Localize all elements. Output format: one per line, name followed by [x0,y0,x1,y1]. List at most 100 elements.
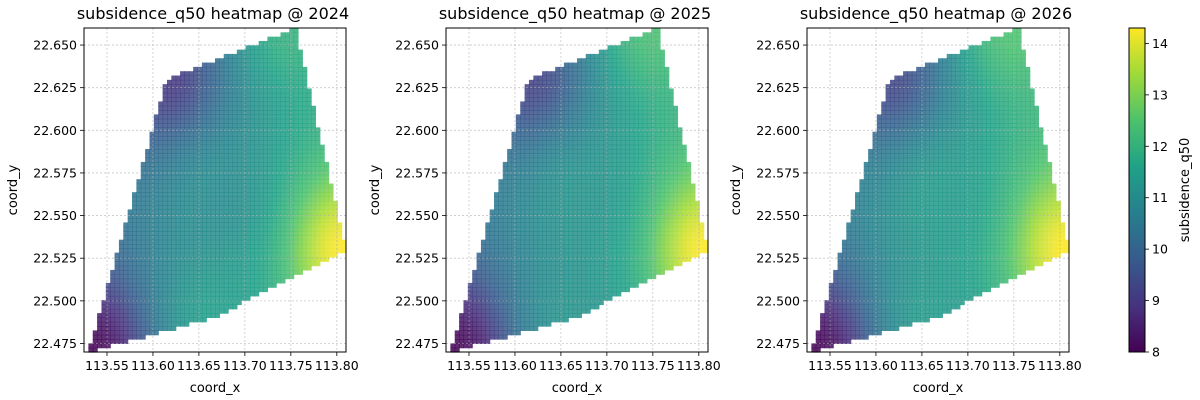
heatmap-cell [537,308,543,314]
heatmap-cell [494,308,499,314]
heatmap-cell [498,291,504,297]
heatmap-cell [236,252,242,258]
heatmap-cell [184,148,190,154]
heatmap-cell [228,222,234,228]
heatmap-cell [210,269,216,275]
heatmap-cell [271,140,277,146]
heatmap-cell [542,269,548,275]
heatmap-cell [659,97,665,103]
heatmap-cell [258,248,264,254]
heatmap-cell [520,321,526,327]
heatmap-cell [467,295,473,301]
heatmap-cell [520,127,526,133]
heatmap-cell [245,88,251,94]
heatmap-cell [136,287,142,293]
heatmap-cell [184,317,190,323]
heatmap-cell [568,300,574,306]
heatmap-cell [289,239,295,245]
heatmap-cell [651,105,657,111]
heatmap-cell [276,136,282,141]
heatmap-cell [502,239,508,245]
heatmap-cell [594,248,600,254]
heatmap-cell [289,123,295,128]
heatmap-cell [284,244,290,249]
heatmap-cell [280,84,286,90]
heatmap-cell [280,136,286,141]
heatmap-cell [598,49,604,55]
heatmap-cell [284,209,290,215]
heatmap-cell [467,313,473,319]
heatmap-cell [559,174,565,180]
heatmap-cell [581,200,587,206]
heatmap-cell [276,84,282,90]
heatmap-cell [616,45,622,51]
heatmap-cell [297,218,303,223]
heatmap-cell [258,174,264,180]
heatmap-cell [511,161,517,167]
heatmap-cell [542,308,548,314]
heatmap-cell [284,166,290,172]
heatmap-cell [210,226,216,232]
heatmap-cell [136,183,142,189]
heatmap-cell [166,321,172,327]
heatmap-cell [92,347,98,353]
heatmap-cell [236,153,242,159]
heatmap-cell [140,205,146,211]
heatmap-cell [524,101,530,107]
heatmap-cell [603,131,609,137]
heatmap-cell [223,114,229,120]
heatmap-cell [542,265,548,271]
heatmap-cell [633,213,639,219]
heatmap-cell [153,300,159,306]
heatmap-cell [537,222,543,228]
heatmap-cell [302,209,308,215]
heatmap-cell [166,261,172,267]
heatmap-cell [228,62,234,68]
heatmap-cell [633,101,639,107]
heatmap-cell [206,287,212,293]
heatmap-cell [180,239,186,245]
heatmap-cell [603,105,609,111]
heatmap-cell [629,161,635,167]
heatmap-cell [201,222,207,228]
heatmap-cell [175,75,181,81]
heatmap-cell [271,187,277,193]
heatmap-cell [175,148,181,154]
heatmap-cell [629,148,635,154]
heatmap-cell [616,157,622,163]
heatmap-cell [616,136,622,141]
heatmap-cell [232,218,238,223]
heatmap-cell [145,244,151,249]
heatmap-cell [537,295,543,301]
heatmap-cell [276,205,282,211]
heatmap-cell [162,174,168,180]
heatmap-cell [480,274,486,280]
heatmap-cell [585,118,591,124]
heatmap-cell [153,136,159,141]
heatmap-cell [263,88,268,94]
heatmap-cell [607,295,613,301]
heatmap-cell [511,170,517,176]
heatmap-cell [546,209,552,215]
heatmap-cell [524,196,530,202]
heatmap-cell [559,71,565,77]
heatmap-cell [559,192,565,198]
heatmap-cell [625,53,630,59]
heatmap-cell [655,28,661,33]
heatmap-cell [581,118,587,124]
heatmap-cell [136,244,142,249]
heatmap-cell [598,127,604,133]
heatmap-cell [215,123,220,128]
heatmap-cell [254,282,260,288]
heatmap-cell [555,84,561,90]
heatmap-cell [577,256,582,262]
heatmap-cell [254,174,260,180]
heatmap-cell [581,278,587,284]
heatmap-cell [297,239,303,245]
heatmap-cell [171,187,177,193]
heatmap-cell [616,92,622,98]
heatmap-cell [542,148,548,154]
heatmap-cell [563,222,569,228]
heatmap-cell [638,200,644,206]
heatmap-cell [149,153,155,159]
